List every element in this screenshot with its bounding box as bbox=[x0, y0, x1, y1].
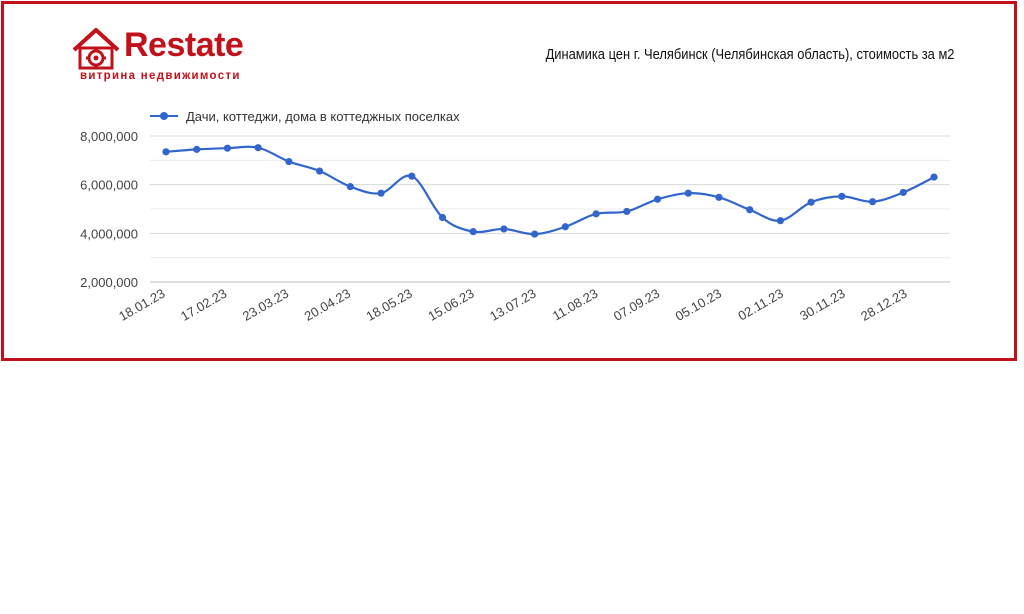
house-gear-icon bbox=[72, 28, 120, 70]
data-point bbox=[746, 206, 754, 214]
x-axis-ticks: 18.01.23 17.02.23 23.03.23 20.04.23 18.05.23… bbox=[116, 286, 909, 324]
x-tick-label: 11.08.23 bbox=[550, 286, 600, 324]
y-tick-label: 8,000,000 bbox=[80, 129, 138, 144]
data-point bbox=[316, 167, 324, 175]
x-tick-label: 23.03.23 bbox=[240, 286, 291, 324]
legend: Дачи, коттеджи, дома в коттеджных поселк… bbox=[150, 109, 460, 124]
x-tick-label: 30.11.23 bbox=[797, 286, 847, 324]
chart-frame bbox=[1, 1, 1017, 361]
x-tick-label: 20.04.23 bbox=[302, 286, 353, 324]
data-point bbox=[346, 183, 354, 191]
x-tick-label: 28.12.23 bbox=[858, 286, 909, 324]
x-tick-label: 17.02.23 bbox=[178, 286, 229, 324]
data-point bbox=[868, 198, 877, 206]
logo-wordmark: Restate bbox=[124, 26, 244, 64]
data-point bbox=[807, 198, 815, 206]
data-point bbox=[623, 207, 631, 216]
x-tick-label: 18.01.23 bbox=[116, 286, 167, 324]
data-point bbox=[776, 217, 785, 225]
data-point bbox=[162, 148, 170, 156]
data-point bbox=[285, 157, 293, 166]
data-point bbox=[715, 193, 723, 201]
data-point bbox=[531, 230, 539, 238]
x-tick-label: 05.10.23 bbox=[673, 286, 724, 324]
data-point bbox=[408, 172, 416, 180]
data-point bbox=[684, 189, 692, 197]
x-tick-label: 18.05.23 bbox=[364, 286, 415, 324]
legend-label: Дачи, коттеджи, дома в коттеджных поселк… bbox=[186, 109, 460, 124]
y-tick-label: 4,000,000 bbox=[80, 226, 138, 241]
data-point bbox=[592, 210, 600, 218]
logo-tagline: витрина недвижимости bbox=[80, 70, 241, 82]
y-axis-ticks: 2,000,000 4,000,000 6,000,000 8,000,000 bbox=[80, 129, 138, 290]
y-tick-label: 2,000,000 bbox=[80, 275, 138, 290]
data-point bbox=[193, 145, 201, 153]
series-points bbox=[162, 144, 938, 238]
legend-marker bbox=[160, 112, 168, 120]
data-point bbox=[500, 225, 508, 233]
x-tick-label: 15.06.23 bbox=[425, 286, 476, 324]
x-tick-label: 07.09.23 bbox=[611, 286, 662, 324]
data-point bbox=[838, 192, 846, 200]
chart-title: Динамика цен г. Челябинск (Челябинская о… bbox=[545, 46, 954, 63]
data-point bbox=[438, 213, 447, 222]
data-point bbox=[223, 144, 232, 152]
y-tick-label: 6,000,000 bbox=[80, 178, 138, 193]
grid-lines bbox=[150, 135, 950, 283]
data-point bbox=[930, 173, 938, 181]
data-point bbox=[254, 144, 262, 152]
data-point bbox=[469, 228, 477, 236]
data-point bbox=[561, 223, 569, 231]
logo: Restate витрина недвижимости bbox=[70, 18, 270, 88]
x-tick-label: 02.11.23 bbox=[735, 286, 785, 324]
data-point bbox=[377, 189, 385, 197]
x-tick-label: 13.07.23 bbox=[487, 286, 538, 324]
data-point bbox=[899, 188, 907, 197]
data-point bbox=[653, 195, 662, 203]
